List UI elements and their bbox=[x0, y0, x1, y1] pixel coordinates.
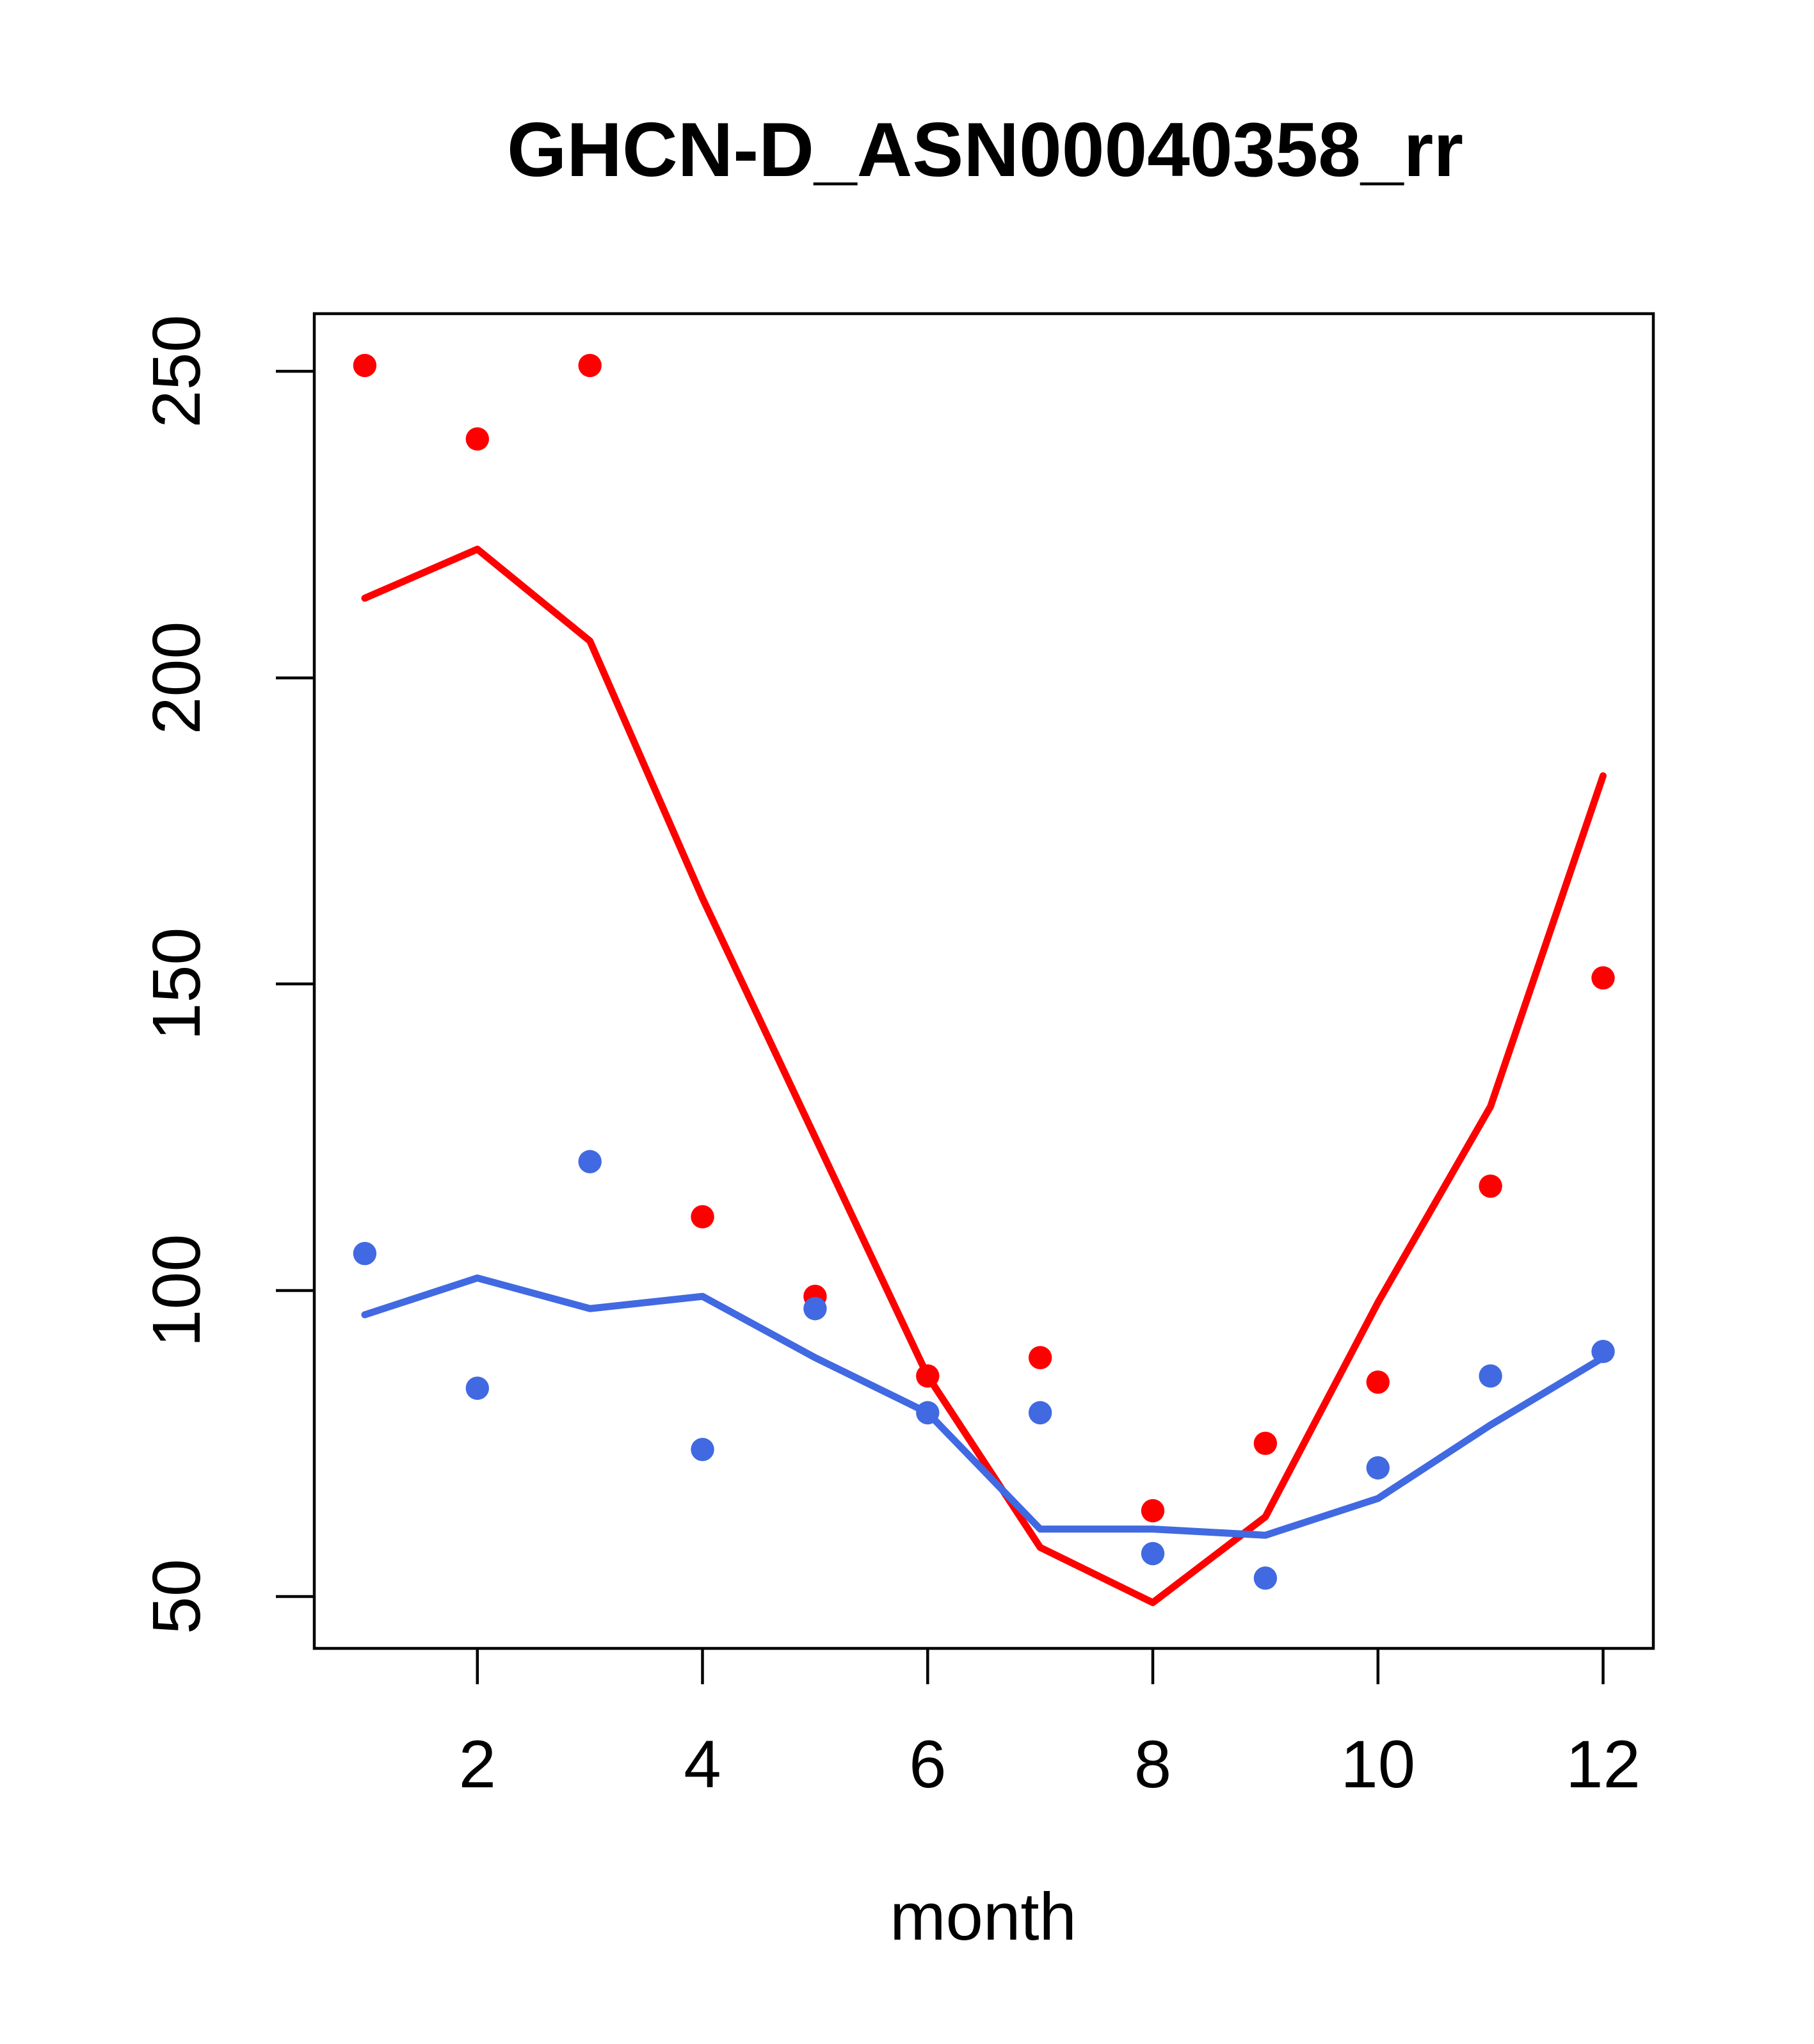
svg-text:10: 10 bbox=[1340, 1727, 1415, 1802]
svg-text:12: 12 bbox=[1566, 1727, 1641, 1802]
svg-text:6: 6 bbox=[909, 1727, 946, 1802]
svg-text:4: 4 bbox=[684, 1727, 721, 1802]
svg-text:250: 250 bbox=[139, 315, 214, 428]
svg-text:200: 200 bbox=[139, 622, 214, 735]
svg-text:100: 100 bbox=[139, 1234, 214, 1348]
svg-text:150: 150 bbox=[139, 928, 214, 1041]
svg-text:50: 50 bbox=[139, 1559, 214, 1634]
svg-text:8: 8 bbox=[1134, 1727, 1171, 1802]
svg-text:month: month bbox=[890, 1879, 1077, 1954]
svg-text:GHCN-D_ASN00040358_rr: GHCN-D_ASN00040358_rr bbox=[507, 107, 1463, 193]
svg-text:2: 2 bbox=[459, 1727, 496, 1802]
